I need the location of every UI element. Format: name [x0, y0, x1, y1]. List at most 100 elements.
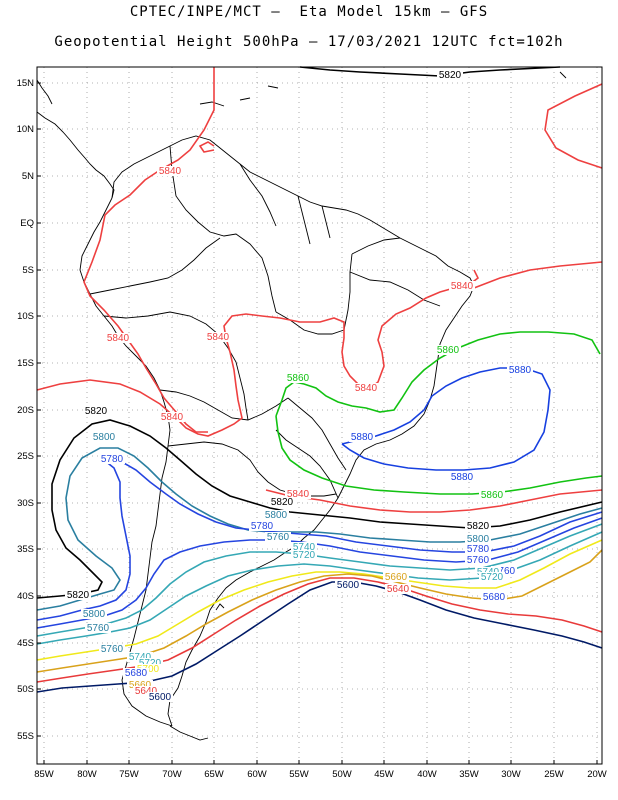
- contour-label-bg: [481, 592, 507, 602]
- lon-tick-label: 25W: [544, 769, 564, 780]
- lon-tick-label: 20W: [587, 769, 607, 780]
- contour-label: 5600: [337, 580, 360, 591]
- contour-label: 5860: [481, 490, 504, 501]
- contour-label: 5760: [493, 566, 516, 577]
- contour-label-bg: [507, 365, 533, 375]
- contour-label: 5640: [135, 686, 158, 697]
- contour-line: [198, 141, 215, 153]
- contour-label-bg: [385, 584, 411, 594]
- contour-label: 5880: [351, 432, 374, 443]
- contour-label: 5660: [385, 572, 408, 583]
- contour-label-bg: [99, 644, 125, 654]
- contour-label-bg: [123, 668, 149, 678]
- contour-label: 5780: [467, 544, 490, 555]
- contour-label: 5780: [251, 521, 274, 532]
- contour-label: 5840: [207, 332, 230, 343]
- contour-line: [36, 523, 603, 637]
- lat-tick-label: 10N: [17, 124, 35, 135]
- lon-tick-label: 60W: [247, 769, 267, 780]
- contour-label-bg: [465, 555, 491, 565]
- contour-label: 5840: [451, 281, 474, 292]
- map-title: CPTEC/INPE/MCT – Eta Model 15km – GFS: [129, 4, 489, 20]
- lon-tick-label: 45W: [374, 769, 394, 780]
- contour-label: 5740: [129, 652, 152, 663]
- contour-label: 5680: [483, 592, 506, 603]
- lon-tick-label: 65W: [204, 769, 224, 780]
- lon-tick-label: 75W: [119, 769, 139, 780]
- contour-label-bg: [335, 580, 361, 590]
- lon-tick-label: 50W: [332, 769, 352, 780]
- contour-label: 5820: [85, 406, 108, 417]
- contour-line: [473, 261, 603, 289]
- contour-label-bg: [449, 281, 475, 291]
- contour-label: 5760: [267, 532, 290, 543]
- axis-ticks: 15N 10N 5N EQ 5S 10S 15S 20S 25S 30S 35S 40S 45S 50S 5…: [17, 78, 607, 780]
- contour-label: 5840: [159, 166, 182, 177]
- lat-lon-grid: [37, 67, 602, 764]
- contour-label: 5880: [451, 472, 474, 483]
- contour-label-bg: [81, 609, 107, 619]
- contour-line: [36, 539, 603, 661]
- contour-line: [544, 83, 603, 169]
- contour-label: 5640: [387, 584, 410, 595]
- contour-label-bg: [265, 532, 291, 542]
- height-contours: [36, 66, 603, 693]
- contour-label-bg: [449, 472, 475, 482]
- contour-label-bg: [285, 373, 311, 383]
- map-frame: [36, 66, 603, 765]
- lat-tick-label: 5S: [22, 265, 34, 276]
- contour-label-bg: [491, 566, 517, 576]
- contour-label-bg: [105, 333, 131, 343]
- lat-tick-label: 25S: [17, 451, 34, 462]
- lat-tick-label: 40S: [17, 591, 34, 602]
- contour-label: 5840: [287, 489, 310, 500]
- lon-tick-label: 35W: [459, 769, 479, 780]
- lon-tick-label: 55W: [289, 769, 309, 780]
- contour-label: 5760: [467, 555, 490, 566]
- contour-label-bg: [285, 489, 311, 499]
- contour-line: [36, 269, 480, 437]
- contour-label-bg: [91, 432, 117, 442]
- lon-tick-label: 70W: [162, 769, 182, 780]
- contour-label: 5840: [355, 383, 378, 394]
- contour-label: 5740: [293, 542, 316, 553]
- contour-label: 5760: [101, 644, 124, 655]
- lat-tick-label: 5N: [22, 171, 34, 182]
- lat-tick-label: 55S: [17, 731, 34, 742]
- contour-line: [36, 419, 603, 599]
- contour-label-bg: [291, 550, 317, 560]
- contour-label-bg: [465, 544, 491, 554]
- contour-label: 5840: [107, 333, 130, 344]
- contour-label-bg: [83, 406, 109, 416]
- contour-label-bg: [137, 658, 163, 668]
- contour-label: 5800: [467, 534, 490, 545]
- contour-label: 5800: [93, 432, 116, 443]
- contour-label-bg: [479, 490, 505, 500]
- contour-label-bg: [465, 534, 491, 544]
- contour-label: 5760: [87, 623, 110, 634]
- contour-label: 5600: [149, 692, 172, 703]
- contour-label-bg: [349, 432, 375, 442]
- contour-label-bg: [291, 542, 317, 552]
- lon-tick-label: 85W: [34, 769, 54, 780]
- lat-tick-label: 30S: [17, 498, 34, 509]
- contour-label: 5720: [293, 550, 316, 561]
- contour-label: 5860: [437, 345, 460, 356]
- contour-label: 5800: [83, 609, 106, 620]
- lon-tick-label: 40W: [417, 769, 437, 780]
- contour-line: [36, 447, 603, 611]
- lat-tick-label: 15S: [17, 358, 34, 369]
- contour-label: 5720: [139, 658, 162, 669]
- contour-label: 5780: [101, 454, 124, 465]
- contour-label: 5820: [271, 497, 294, 508]
- lat-tick-label: 45S: [17, 638, 34, 649]
- contour-label-bg: [85, 623, 111, 633]
- contour-label-bg: [353, 383, 379, 393]
- lat-tick-label: 50S: [17, 684, 34, 695]
- contour-label: 5820: [439, 70, 462, 81]
- contour-label-bg: [133, 686, 159, 696]
- contour-label-bg: [263, 510, 289, 520]
- contour-label-bg: [159, 412, 185, 422]
